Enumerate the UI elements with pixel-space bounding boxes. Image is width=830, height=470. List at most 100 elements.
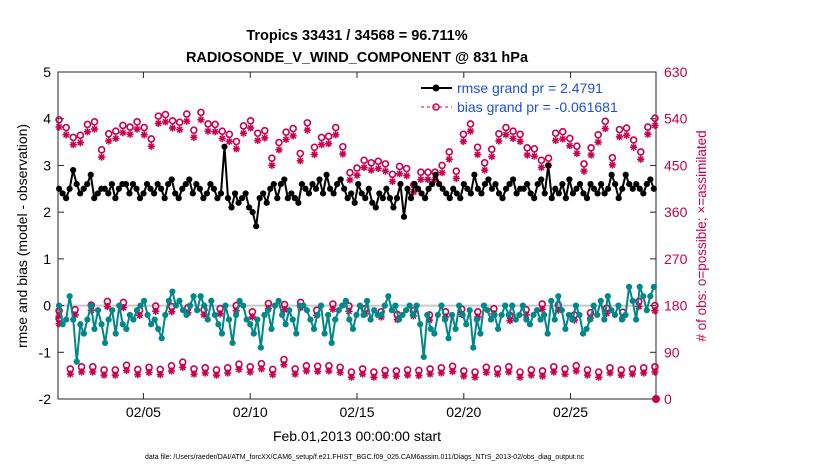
obs-assimilated-marker [367, 166, 375, 174]
rmse-point [70, 167, 77, 174]
bias-point [236, 297, 243, 304]
rmse-point [460, 181, 467, 188]
x-tick-label: 02/10 [233, 404, 268, 420]
x-tick-label: 02/25 [553, 404, 588, 420]
obs-assimilated-marker [133, 125, 141, 133]
rmse-point [414, 185, 422, 192]
obs-assimilated-marker [651, 307, 659, 315]
obs-assimilated-marker [134, 371, 142, 379]
bias-point [480, 302, 488, 309]
y-tick-right-label: 540 [664, 111, 688, 127]
legend-rmse-label: rmse grand pr = 2.4791 [457, 80, 603, 96]
obs-assimilated-marker [71, 311, 79, 319]
rmse-point [63, 195, 70, 202]
rmse-point [193, 181, 200, 188]
obs-assimilated-marker [459, 137, 468, 146]
rmse-point [393, 195, 401, 202]
rmse-point [418, 190, 425, 197]
obs-assimilated-marker [617, 371, 625, 379]
bias-point [140, 297, 148, 304]
obs-assimilated-marker [606, 369, 614, 377]
bias-point [342, 297, 349, 304]
y-tick-left-label: 2 [43, 204, 51, 220]
obs-assimilated-marker [168, 308, 176, 316]
bias-point [70, 316, 77, 323]
rmse-point [650, 185, 657, 192]
obs-assimilated-marker [291, 370, 299, 378]
bias-point [339, 302, 346, 309]
rmse-point [129, 181, 137, 188]
bias-point [640, 293, 647, 300]
plot-area [57, 71, 657, 400]
rmse-point [143, 181, 151, 188]
obs-assimilated-marker [651, 121, 659, 130]
rmse-point [242, 190, 249, 197]
bias-point [360, 311, 367, 319]
bias-point [526, 321, 534, 328]
obs-zero-marker [652, 395, 660, 403]
obs-assimilated-marker [89, 368, 97, 376]
obs-assimilated-marker [176, 126, 184, 134]
obs-possible-marker [487, 145, 496, 154]
obs-possible-marker [239, 122, 248, 130]
rmse-point [316, 176, 323, 183]
rmse-point [84, 181, 91, 188]
obs-assimilated-marker [410, 188, 418, 196]
obs-assimilated-marker [90, 125, 99, 133]
bias-point [544, 330, 551, 337]
bias-point [590, 302, 597, 309]
obs-assimilated-marker [224, 369, 232, 377]
rmse-point [425, 185, 432, 192]
rmse-point [583, 195, 591, 202]
obs-possible-marker [275, 138, 283, 147]
y-tick-left-label: 5 [43, 64, 51, 80]
obs-possible-marker [97, 146, 106, 154]
obs-assimilated-marker [482, 368, 490, 377]
obs-assimilated-marker [200, 311, 208, 319]
obs-assimilated-marker [466, 127, 475, 135]
rmse-point [612, 181, 619, 188]
obs-possible-marker [580, 160, 588, 168]
bias-point [59, 321, 66, 328]
obs-assimilated-marker [424, 175, 432, 184]
obs-possible-marker [346, 168, 354, 177]
bias-point [94, 307, 102, 314]
obs-assimilated-marker [452, 174, 460, 183]
rmse-point [534, 181, 541, 188]
obs-count-markers [55, 108, 660, 403]
obs-assimilated-marker [77, 368, 86, 376]
bias-point [562, 325, 569, 333]
bias-point [162, 311, 169, 319]
bias-point [608, 307, 615, 314]
bias-point [105, 316, 112, 323]
bias-point [417, 321, 424, 328]
rmse-point [376, 190, 383, 197]
rmse-point [390, 204, 397, 211]
obs-assimilated-marker [212, 371, 221, 379]
obs-assimilated-marker [329, 305, 337, 313]
obs-assimilated-marker [388, 177, 397, 186]
rmse-point [161, 195, 168, 202]
bias-point [356, 302, 364, 309]
obs-assimilated-marker [225, 137, 233, 146]
bias-point [275, 297, 282, 304]
rmse-point [566, 176, 573, 183]
obs-assimilated-marker [268, 161, 276, 170]
obs-possible-marker [324, 132, 333, 141]
obs-assimilated-marker [201, 369, 209, 377]
rmse-point [513, 190, 520, 197]
bias-point [491, 311, 498, 319]
bias-point [572, 302, 580, 309]
bias-point [647, 293, 654, 300]
bias-point [148, 321, 155, 328]
rmse-point [379, 195, 386, 202]
bias-point [420, 353, 427, 361]
rmse-point [295, 199, 302, 206]
obs-assimilated-marker [235, 365, 243, 374]
bias-point [211, 311, 218, 319]
obs-possible-marker [601, 117, 610, 126]
bias-point [208, 297, 215, 304]
bias-point [73, 358, 80, 365]
bias-point [438, 302, 445, 309]
rmse-point [509, 176, 517, 183]
